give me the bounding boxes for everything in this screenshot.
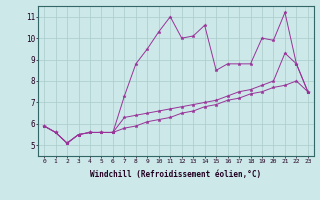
X-axis label: Windchill (Refroidissement éolien,°C): Windchill (Refroidissement éolien,°C) bbox=[91, 170, 261, 179]
